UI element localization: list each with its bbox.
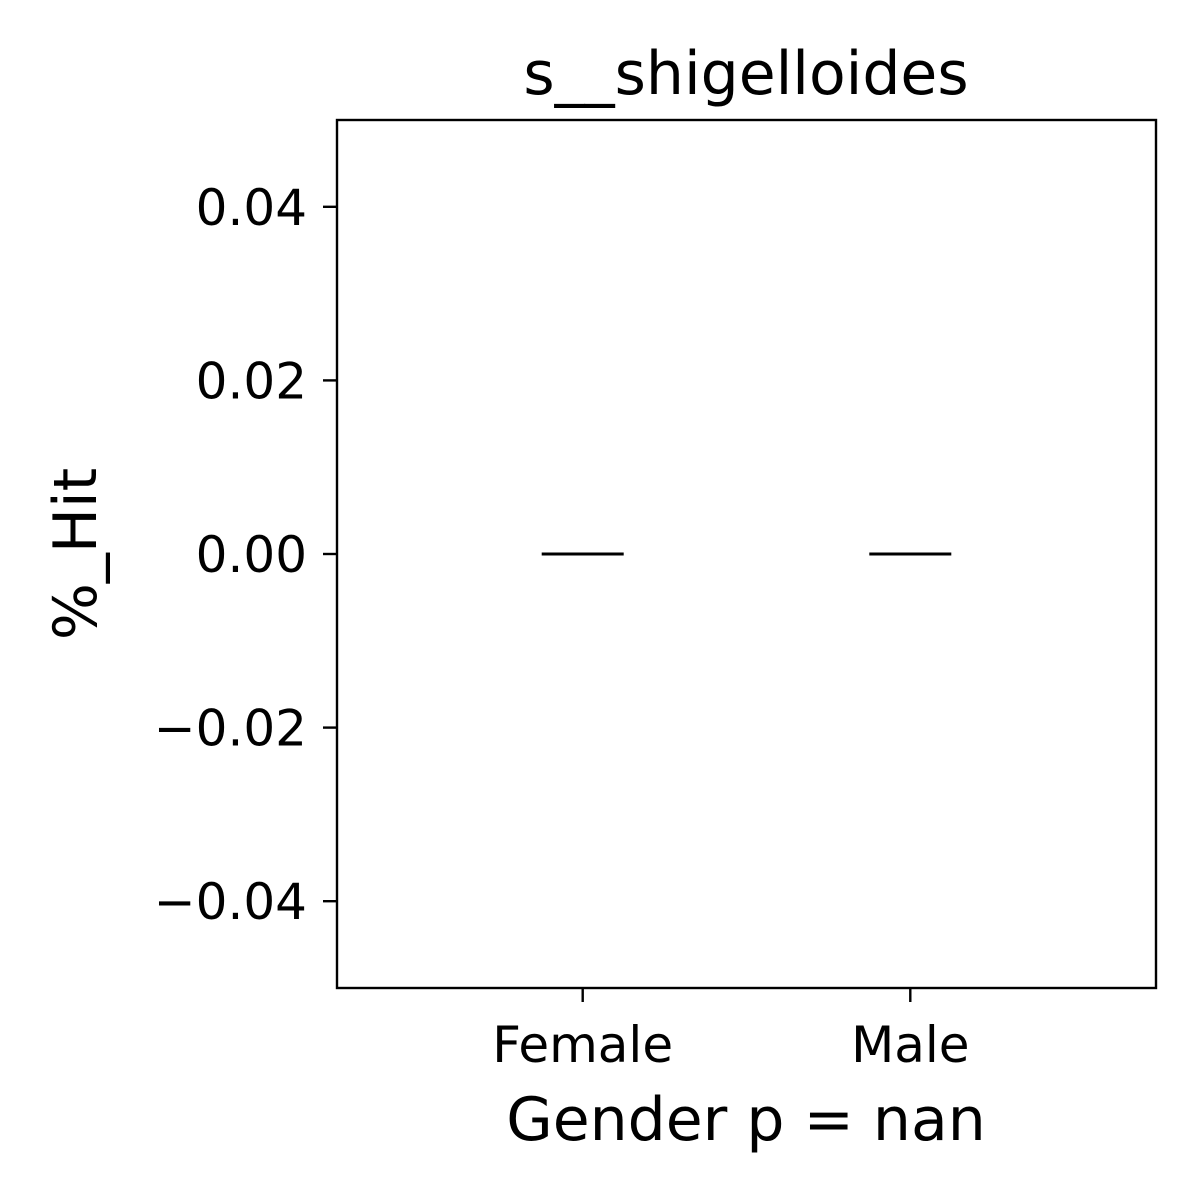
y-tick-label: 0.04 [196, 179, 307, 237]
plot-area-frame [335, 118, 1158, 990]
y-axis: 0.04 0.02 0.00 −0.02 −0.04 [154, 179, 337, 931]
x-axis: Female Male [492, 988, 970, 1074]
x-tick-label: Male [851, 1016, 969, 1074]
y-tick-label: −0.02 [154, 700, 307, 758]
y-tick-label: 0.02 [196, 352, 307, 410]
x-tick-label: Female [492, 1016, 673, 1074]
chart-title: s__shigelloides [523, 39, 968, 109]
y-tick-label: −0.04 [154, 873, 307, 931]
y-tick-label: 0.00 [196, 526, 307, 584]
y-axis-label: %_Hit [41, 468, 111, 640]
x-axis-label: Gender p = nan [506, 1085, 986, 1155]
